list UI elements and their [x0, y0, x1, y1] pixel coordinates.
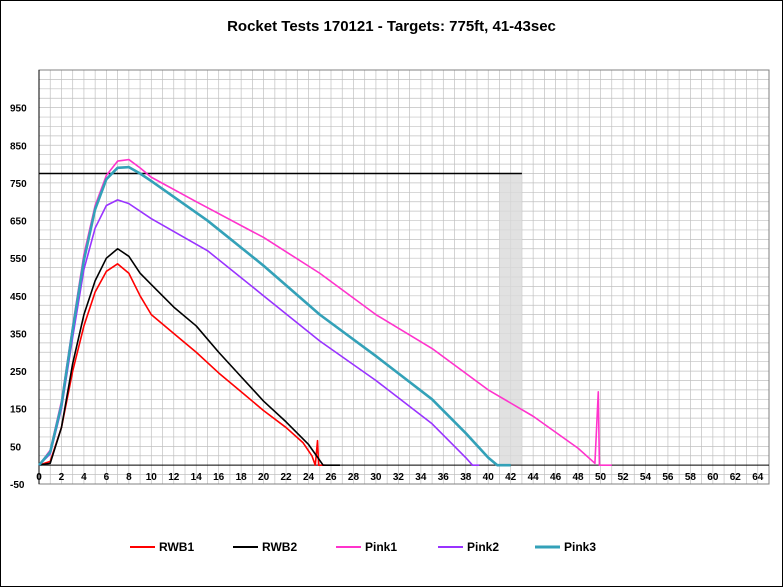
x-tick-label: 20 [258, 472, 270, 483]
y-tick-label: 950 [10, 104, 27, 115]
y-tick-label: 50 [10, 442, 22, 453]
x-tick-label: 16 [213, 472, 225, 483]
x-tick-labels: 0 2 4 6 8 10 12 14 16 18 20 22 24 26 28 30 32 34 36 38 40 42 4… [36, 472, 764, 483]
x-tick-label: 30 [370, 472, 382, 483]
x-tick-label: 48 [573, 472, 585, 483]
x-tick-label: 14 [191, 472, 203, 483]
x-tick-label: 46 [550, 472, 562, 483]
x-tick-label: 2 [59, 472, 65, 483]
x-tick-label: 6 [104, 472, 110, 483]
y-tick-label: 350 [10, 329, 27, 340]
y-tick-label: 150 [10, 405, 27, 416]
legend-label-pink2: Pink2 [467, 540, 499, 554]
target-window-band [499, 173, 522, 466]
x-tick-label: 12 [168, 472, 180, 483]
x-tick-label: 54 [640, 472, 652, 483]
x-tick-label: 24 [303, 472, 315, 483]
x-tick-label: 36 [438, 472, 450, 483]
y-tick-label: 650 [10, 217, 27, 228]
x-tick-label: 56 [662, 472, 674, 483]
x-tick-label: 60 [707, 472, 719, 483]
x-tick-label: 18 [236, 472, 248, 483]
x-tick-label: 50 [595, 472, 607, 483]
series-line-pink3 [38, 165, 511, 467]
y-tick-label: 550 [10, 254, 27, 265]
legend: RWB1 RWB2 Pink1 Pink2 Pink3 [130, 540, 596, 554]
y-tick-label: -50 [10, 480, 25, 491]
axes [38, 69, 770, 485]
y-tick-labels: -50 50 150 250 350 450 550 650 750 850 950 [10, 104, 27, 491]
x-tick-label: 40 [483, 472, 495, 483]
x-tick-label: 58 [685, 472, 697, 483]
x-tick-label: 22 [281, 472, 293, 483]
chart-title: Rocket Tests 170121 - Targets: 775ft, 41… [227, 18, 556, 35]
x-tick-label: 4 [81, 472, 87, 483]
x-tick-label: 34 [415, 472, 427, 483]
legend-label-pink1: Pink1 [365, 540, 397, 554]
x-tick-label: 32 [393, 472, 405, 483]
x-tick-label: 64 [752, 472, 764, 483]
series-line-rwb1 [38, 263, 326, 466]
y-tick-label: 250 [10, 367, 27, 378]
legend-label-rwb1: RWB1 [159, 540, 194, 554]
x-tick-label: 52 [617, 472, 629, 483]
x-tick-label: 26 [325, 472, 337, 483]
legend-label-rwb2: RWB2 [262, 540, 297, 554]
x-tick-label: 38 [460, 472, 472, 483]
grid-lines [38, 69, 770, 485]
x-tick-label: 0 [36, 472, 42, 483]
legend-label-pink3: Pink3 [564, 540, 596, 554]
x-tick-label: 28 [348, 472, 360, 483]
x-tick-label: 42 [505, 472, 517, 483]
x-tick-label: 44 [528, 472, 540, 483]
series-lines [38, 158, 612, 467]
x-tick-label: 8 [126, 472, 132, 483]
y-tick-label: 850 [10, 141, 27, 152]
x-tick-label: 62 [730, 472, 742, 483]
y-tick-label: 450 [10, 292, 27, 303]
series-line-rwb2 [38, 247, 340, 466]
target-window [499, 173, 522, 466]
x-tick-label: 10 [146, 472, 158, 483]
y-tick-label: 750 [10, 179, 27, 190]
